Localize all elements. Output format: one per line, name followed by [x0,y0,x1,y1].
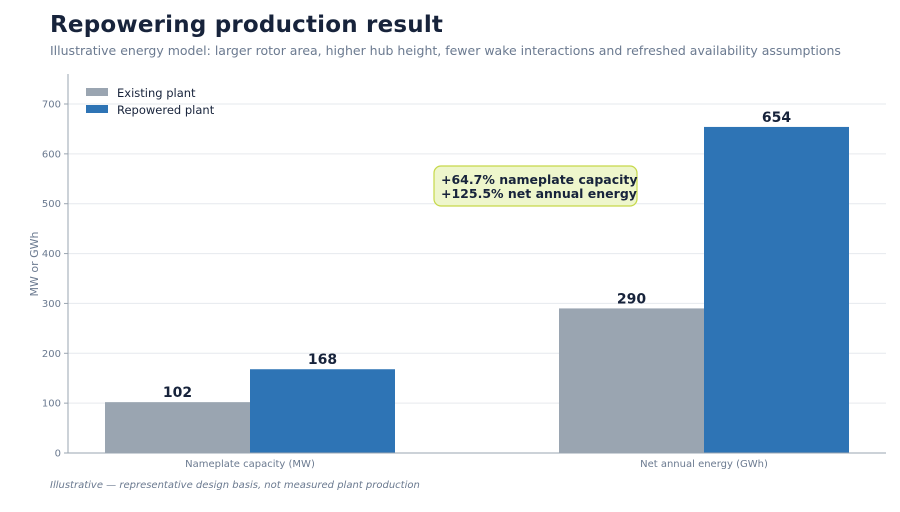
y-tick-label: 500 [42,199,61,210]
legend: Existing plant Repowered plant [86,86,215,117]
legend-label-existing: Existing plant [117,86,196,100]
data-labels: 102 168 290 654 [163,110,791,401]
legend-swatch-existing [86,88,108,96]
data-label-repowered: 168 [308,352,337,368]
annotation-box [433,165,638,207]
annotation-line-2: +125.5% net annual energy [441,186,637,201]
data-label-repowered: 654 [762,110,791,126]
y-axis-label: MW or GWh [28,231,41,296]
annotation-line-1: +64.7% nameplate capacity [441,172,638,187]
bar-repowered [704,126,849,453]
bars [105,126,849,453]
axes [67,74,886,454]
y-tick-label: 0 [55,449,61,460]
data-label-existing: 290 [617,291,646,307]
annotation-callout: +64.7% nameplate capacity +125.5% net an… [433,165,638,207]
x-tick-labels: Nameplate capacity (MW) Net annual energy… [185,459,768,470]
data-label-existing: 102 [163,385,192,401]
x-tick-label: Net annual energy (GWh) [640,459,768,470]
y-tick-label: 700 [42,100,61,111]
y-tick-label: 300 [42,299,61,310]
bar-repowered [250,369,395,453]
y-tick-label: 200 [42,349,61,360]
y-tick-label: 400 [42,249,61,260]
chart-subtitle: Illustrative energy model: larger rotor … [50,43,841,58]
y-tick-labels: 0 100 200 300 400 500 600 700 [42,100,68,460]
y-tick-label: 100 [42,399,61,410]
y-tick-label: 600 [42,149,61,160]
x-tick-label: Nameplate capacity (MW) [185,459,315,470]
chart-title: Repowering production result [50,12,444,38]
footnote: Illustrative — representative design bas… [50,480,420,491]
bar-existing [105,402,250,453]
legend-label-repowered: Repowered plant [117,103,215,117]
bar-existing [559,308,704,453]
legend-swatch-repowered [86,105,108,113]
